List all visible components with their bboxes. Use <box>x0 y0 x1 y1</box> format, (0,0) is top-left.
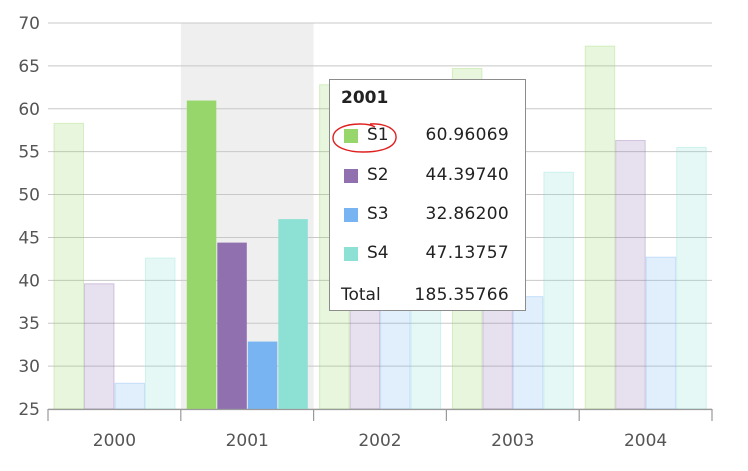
bar-s4-2004 <box>676 146 707 410</box>
y-tick-label: 25 <box>18 400 40 420</box>
bar-s4-2002 <box>410 305 442 410</box>
tooltip-row: S3 32.86200 <box>330 203 525 227</box>
y-tick-label: 35 <box>18 314 40 334</box>
x-tick-label: 2004 <box>624 431 667 451</box>
tooltip-total-row: Total 185.35766 <box>330 284 525 308</box>
tooltip-title: 2001 <box>341 88 389 108</box>
series-value: 44.39740 <box>425 165 509 185</box>
y-tick-label: 65 <box>18 57 40 77</box>
bar-s4-2001 <box>278 219 308 409</box>
x-tick-label: 2000 <box>93 431 136 451</box>
series-name: S1 <box>367 125 389 145</box>
bar-s4-2003 <box>543 171 574 410</box>
total-label: Total <box>341 285 381 305</box>
x-tick-label: 2003 <box>491 431 534 451</box>
y-tick-label: 60 <box>18 100 40 120</box>
bar-s2-2001 <box>217 242 247 409</box>
axes <box>47 408 713 421</box>
bar-s3-2001 <box>247 341 278 409</box>
series-swatch <box>344 208 358 222</box>
y-tick-labels: 25 30 35 40 45 50 55 60 65 70 <box>18 14 40 420</box>
tooltip: 2001 S1 60.96069 S2 44.39740 S3 32.86200… <box>329 79 526 311</box>
series-name: S4 <box>367 243 389 263</box>
y-tick-label: 55 <box>18 143 40 163</box>
y-tick-label: 45 <box>18 228 40 248</box>
bar-s1-2004 <box>584 45 616 410</box>
bar-s3-2004 <box>645 256 677 410</box>
tooltip-row: S2 44.39740 <box>330 164 525 188</box>
x-tick-label: 2002 <box>358 431 401 451</box>
series-value: 47.13757 <box>425 243 509 263</box>
series-swatch <box>344 129 358 143</box>
series-name: S2 <box>367 165 389 185</box>
tooltip-row: S1 60.96069 <box>330 124 525 148</box>
series-value: 60.96069 <box>425 125 509 145</box>
tooltip-row: S4 47.13757 <box>330 242 525 266</box>
series-swatch <box>344 247 358 261</box>
bar-s3-2000 <box>114 382 145 410</box>
series-swatch <box>344 169 358 183</box>
bar-s1-2000 <box>53 122 84 410</box>
total-value: 185.35766 <box>414 285 509 305</box>
y-tick-label: 30 <box>18 357 40 377</box>
y-tick-label: 70 <box>18 14 40 34</box>
y-tick-label: 50 <box>18 186 40 206</box>
bar-s2-2003 <box>482 296 513 410</box>
x-tick-labels: 2000 2001 2002 2003 2004 <box>93 431 667 451</box>
y-tick-label: 40 <box>18 271 40 291</box>
series-value: 32.86200 <box>425 204 509 224</box>
bar-s3-2002 <box>380 309 411 410</box>
x-tick-label: 2001 <box>226 431 269 451</box>
bar-s3-2003 <box>512 296 544 410</box>
bar-s2-2000 <box>84 283 115 410</box>
bar-s1-2001 <box>186 100 217 409</box>
series-name: S3 <box>367 204 389 224</box>
bar-s2-2004 <box>615 140 646 410</box>
bar-s4-2000 <box>145 257 176 410</box>
